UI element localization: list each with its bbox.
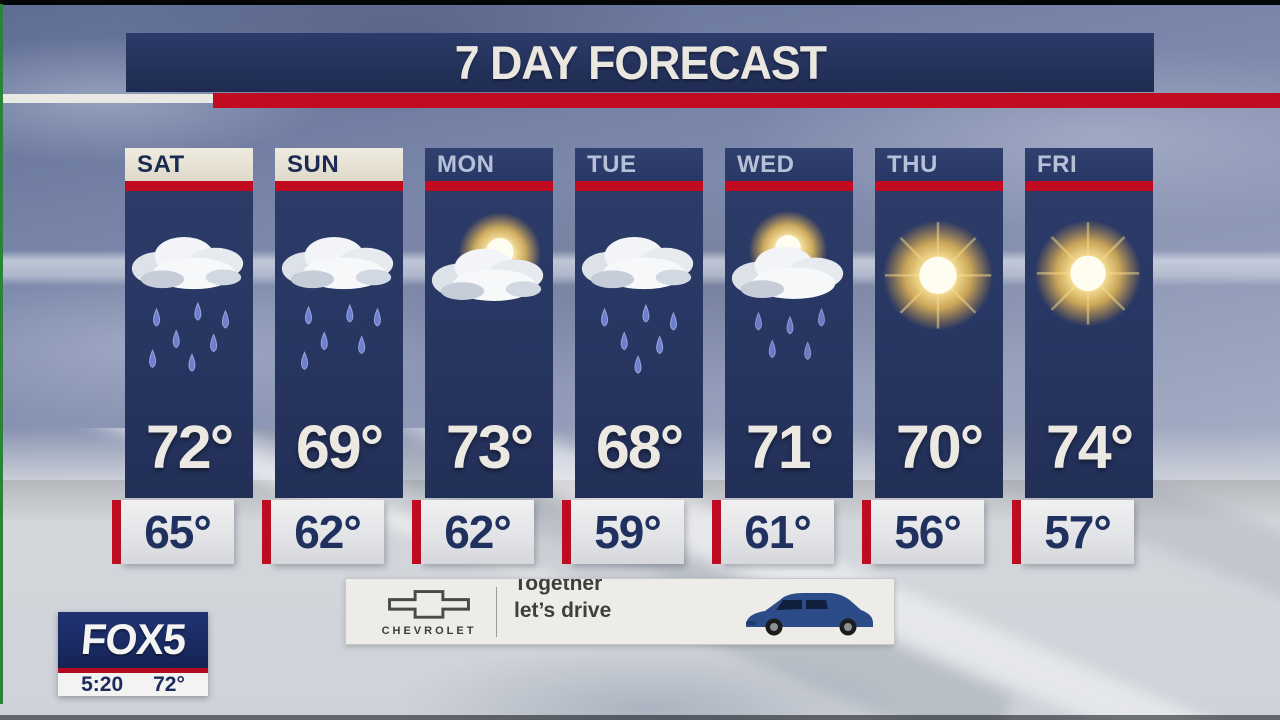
ad-tagline: Together let’s drive <box>514 578 612 624</box>
day-header: WED <box>725 148 853 181</box>
top-frame-edge <box>0 0 1280 5</box>
low-temperature-panel: 56° <box>862 500 984 564</box>
low-temperature-panel: 59° <box>562 500 684 564</box>
day-label: THU <box>887 150 938 178</box>
current-temperature: 72° <box>153 672 185 696</box>
low-temperature-panel: 61° <box>712 500 834 564</box>
cloud-rain-icon <box>131 236 244 372</box>
station-bug: FOX5 5:20 72° <box>58 612 208 696</box>
day-header: FRI <box>1025 148 1153 181</box>
high-temperature: 74° <box>1045 413 1134 481</box>
sun-icon <box>882 220 994 331</box>
low-panel-accent <box>562 500 571 564</box>
ad-divider <box>496 587 497 637</box>
day-label: FRI <box>1037 150 1078 178</box>
ad-tagline-line2: let’s drive <box>514 599 612 622</box>
day-header-divider <box>275 181 403 191</box>
current-time: 5:20 <box>81 672 124 696</box>
low-panel-accent <box>1012 500 1021 564</box>
sun-cloud-rain-icon <box>731 210 844 361</box>
sun-cloud-icon <box>431 212 544 301</box>
day-header: TUE <box>575 148 703 181</box>
day-panel: 73° <box>425 191 553 498</box>
low-temperature-panel: 65° <box>112 500 234 564</box>
fox5-logo: FOX5 <box>58 612 208 668</box>
day-panel: 69° <box>275 191 403 498</box>
low-temperature-panel: 62° <box>262 500 384 564</box>
day-header-divider <box>125 181 253 191</box>
low-temperature: 62° <box>271 500 384 564</box>
page-title: 7 DAY FORECAST <box>454 36 826 89</box>
bug-divider <box>58 668 208 673</box>
day-header-divider <box>575 181 703 191</box>
day-panel: 71° <box>725 191 853 498</box>
day-label: TUE <box>587 150 637 178</box>
forecast-day-column: FRI <box>1025 148 1153 498</box>
low-temperature-panel: 62° <box>412 500 534 564</box>
left-frame-edge <box>0 4 3 704</box>
low-panel-accent <box>862 500 871 564</box>
fox5-logo-text: FOX5 <box>78 615 188 664</box>
day-header: MON <box>425 148 553 181</box>
low-temperature: 57° <box>1021 500 1134 564</box>
low-panel-accent <box>412 500 421 564</box>
day-panel: 72° <box>125 191 253 498</box>
suv-car-image <box>746 593 873 636</box>
forecast-day-column: WED <box>725 148 853 498</box>
low-temperature: 59° <box>571 500 684 564</box>
ad-tagline-line1: Together <box>514 578 603 595</box>
high-temperature: 71° <box>745 413 834 481</box>
cloud-rain-icon <box>281 236 394 370</box>
high-temperature: 69° <box>295 413 384 481</box>
low-panel-accent <box>112 500 121 564</box>
cloud-rain-icon <box>581 236 694 374</box>
forecast-day-column: MON <box>425 148 553 498</box>
day-header-divider <box>725 181 853 191</box>
sponsor-ad-banner: CHEVROLET Together let’s drive <box>345 578 895 645</box>
high-temperature: 68° <box>595 413 684 481</box>
low-temperature: 61° <box>721 500 834 564</box>
day-header: THU <box>875 148 1003 181</box>
low-temperature-panel: 57° <box>1012 500 1134 564</box>
title-underline-red <box>213 93 1280 108</box>
day-label: SAT <box>137 150 185 178</box>
forecast-day-column: SUN <box>275 148 403 498</box>
bottom-frame-edge <box>0 715 1280 720</box>
time-temp-bar: 5:20 72° <box>58 673 208 696</box>
low-temperature: 65° <box>121 500 234 564</box>
low-temperature: 56° <box>871 500 984 564</box>
day-label: WED <box>737 150 795 178</box>
high-temperature: 72° <box>145 413 234 481</box>
day-panel: 70° <box>875 191 1003 498</box>
day-panel: 74° <box>1025 191 1153 498</box>
forecast-title-banner: 7 DAY FORECAST <box>126 33 1154 92</box>
day-header-divider <box>1025 181 1153 191</box>
day-label: MON <box>437 150 495 178</box>
low-panel-accent <box>262 500 271 564</box>
day-header-divider <box>425 181 553 191</box>
title-underline-white <box>0 94 213 103</box>
day-header: SUN <box>275 148 403 181</box>
chevrolet-wordmark: CHEVROLET <box>381 625 477 637</box>
forecast-day-column: SAT <box>125 148 253 498</box>
low-panel-accent <box>712 500 721 564</box>
high-temperature: 73° <box>445 413 534 481</box>
day-header-divider <box>875 181 1003 191</box>
forecast-day-column: THU <box>875 148 1003 498</box>
sun-icon <box>1034 220 1142 327</box>
day-label: SUN <box>287 150 340 178</box>
low-temperature: 62° <box>421 500 534 564</box>
forecast-day-column: TUE <box>575 148 703 498</box>
high-temperature: 70° <box>895 413 984 481</box>
day-panel: 68° <box>575 191 703 498</box>
day-header: SAT <box>125 148 253 181</box>
chevrolet-bowtie-icon <box>388 590 470 619</box>
